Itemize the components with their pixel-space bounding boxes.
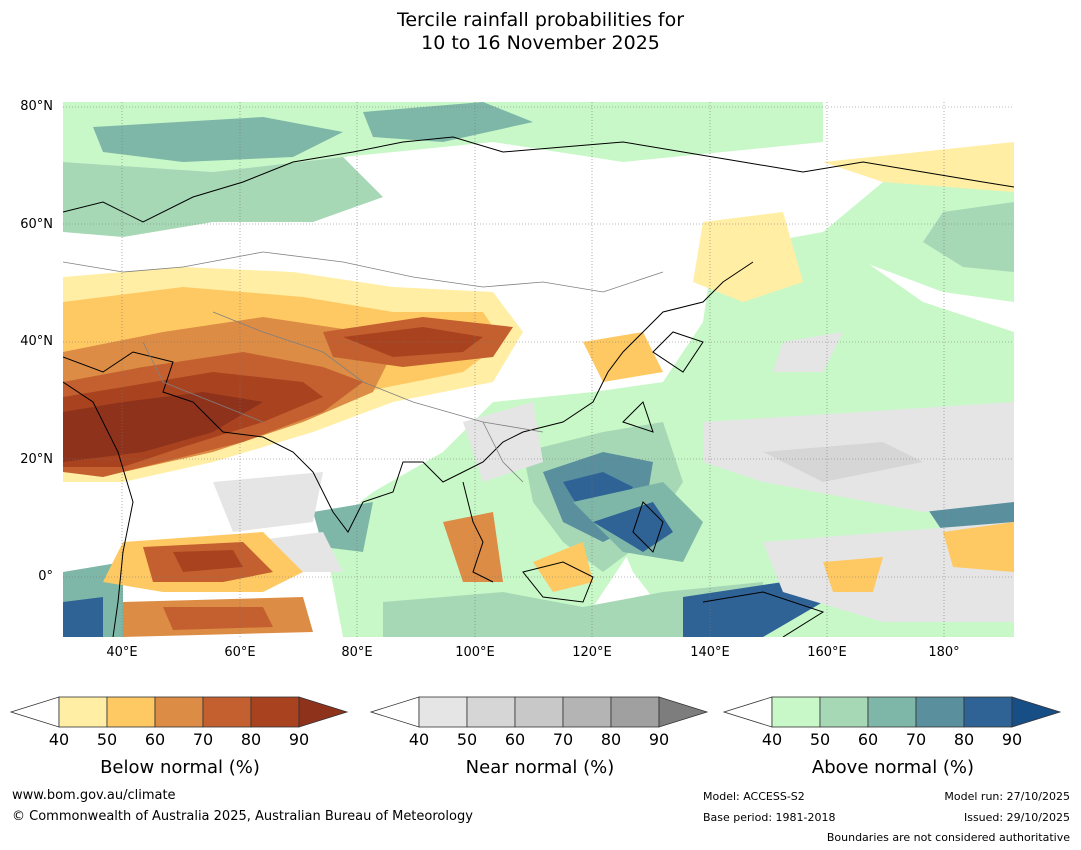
legend-above-caption: Above normal (%) [811, 757, 975, 778]
issued-date: Issued: 29/10/2025 [963, 811, 1070, 824]
lat-label-40n: 40°N [20, 334, 53, 349]
model-run-date: Model run: 27/10/2025 [944, 790, 1070, 803]
legend-near-tick: 40 [408, 730, 430, 749]
probability-map [63, 102, 1014, 637]
website-link[interactable]: www.bom.gov.au/climate [12, 788, 176, 803]
coastlines [63, 136, 1014, 637]
legend-below-colorbar [10, 696, 349, 728]
lon-label-160e: 160°E [807, 645, 847, 660]
legend-below-tick: 70 [192, 730, 214, 749]
model-name: Model: ACCESS-S2 [703, 790, 805, 803]
title-line-1: Tercile rainfall probabilities for [396, 9, 685, 31]
legend-near-tick: 70 [552, 730, 574, 749]
map-title: Tercile rainfall probabilities for 10 to… [0, 9, 1081, 55]
legend-near-tick: 60 [504, 730, 526, 749]
copyright-notice: © Commonwealth of Australia 2025, Austra… [12, 809, 473, 824]
legend-near-tick: 80 [600, 730, 622, 749]
legend-near-caption: Near normal (%) [465, 757, 615, 778]
legend-above-tick: 90 [1001, 730, 1023, 749]
country-borders [63, 251, 664, 483]
legend-near-colorbar [370, 696, 709, 728]
legend-below-normal: 40 50 60 70 80 90 Below normal (%) [10, 694, 350, 784]
legend-below-caption: Below normal (%) [100, 757, 260, 778]
legend-below-tick: 60 [144, 730, 166, 749]
legend-above-tick: 40 [761, 730, 783, 749]
legend-above-normal: 40 50 60 70 80 90 Above normal (%) [723, 694, 1063, 784]
lon-label-80e: 80°E [341, 645, 373, 660]
graticule [63, 102, 1014, 637]
map-svg [63, 102, 1014, 637]
lat-label-20n: 20°N [20, 452, 53, 467]
legend-above-colorbar [723, 696, 1062, 728]
lon-label-180: 180° [928, 645, 960, 660]
legend-near-normal: 40 50 60 70 80 90 Near normal (%) [370, 694, 710, 784]
legend-near-tick: 90 [648, 730, 670, 749]
legend-above-tick: 60 [857, 730, 879, 749]
legend-above-tick: 50 [809, 730, 831, 749]
title-line-2: 10 to 16 November 2025 [421, 32, 660, 54]
lon-label-140e: 140°E [690, 645, 730, 660]
legend-below-tick: 50 [96, 730, 118, 749]
legend-near-tick: 50 [456, 730, 478, 749]
legend-above-tick: 80 [953, 730, 975, 749]
lat-label-80n: 80°N [20, 99, 53, 114]
lon-label-60e: 60°E [224, 645, 256, 660]
lat-label-60n: 60°N [20, 217, 53, 232]
legend-below-tick: 80 [240, 730, 262, 749]
lon-label-100e: 100°E [455, 645, 495, 660]
legend-above-tick: 70 [905, 730, 927, 749]
lat-label-0: 0° [38, 569, 53, 584]
legend-below-tick: 40 [48, 730, 70, 749]
lon-label-40e: 40°E [106, 645, 138, 660]
lon-label-120e: 120°E [572, 645, 612, 660]
boundaries-disclaimer: Boundaries are not considered authoritat… [826, 831, 1070, 844]
below-normal-fields [63, 142, 1014, 637]
legend-below-tick: 90 [288, 730, 310, 749]
base-period: Base period: 1981-2018 [703, 811, 836, 824]
